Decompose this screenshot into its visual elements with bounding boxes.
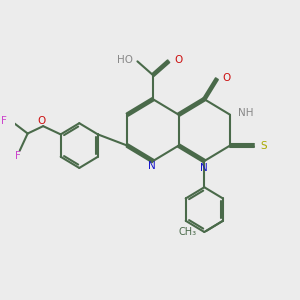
- Text: O: O: [174, 55, 182, 65]
- Text: S: S: [260, 141, 267, 151]
- Text: N: N: [200, 163, 208, 172]
- Text: N: N: [148, 161, 155, 171]
- Text: O: O: [223, 73, 231, 83]
- Text: O: O: [38, 116, 46, 126]
- Text: F: F: [15, 151, 21, 161]
- Text: NH: NH: [238, 108, 254, 118]
- Text: F: F: [2, 116, 7, 126]
- Text: CH₃: CH₃: [179, 227, 197, 237]
- Text: HO: HO: [117, 55, 133, 65]
